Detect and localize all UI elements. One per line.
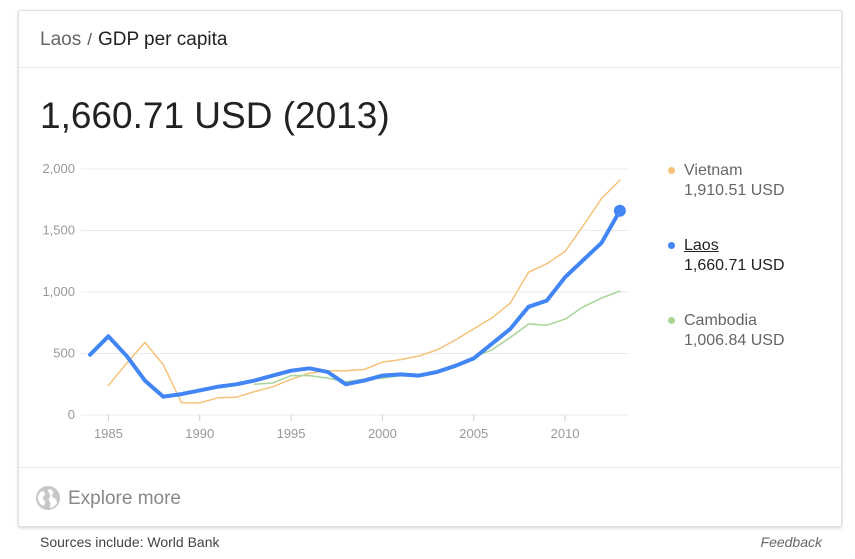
laos-end-point — [613, 204, 626, 217]
knowledge-card: Laos / GDP per capita 1,660.71 USD (2013) … — [18, 10, 842, 527]
legend-name: Vietnam — [684, 162, 743, 179]
breadcrumb-country[interactable]: Laos — [40, 29, 82, 50]
y-tick-label: 500 — [53, 346, 75, 361]
legend-item-laos[interactable]: Laos 1,660.71 USD — [668, 236, 785, 311]
main-value: 1,660.71 USD (2013) — [40, 95, 390, 136]
x-tick-label: 2005 — [459, 426, 488, 441]
legend-name: Cambodia — [684, 312, 757, 329]
line-chart[interactable]: 0 500 1,000 1,500 2,000 1985 1990 1995 2000 2005 2… — [19, 11, 659, 451]
legend-value: 1,006.84 USD — [684, 332, 785, 349]
legend-item-vietnam[interactable]: Vietnam 1,910.51 USD — [668, 161, 785, 236]
legend-item-cambodia[interactable]: Cambodia 1,006.84 USD — [668, 311, 785, 386]
globe-icon — [36, 486, 60, 510]
sources-text: Sources include: World Bank — [40, 534, 220, 550]
chart-legend: Vietnam 1,910.51 USD Laos 1,660.71 USD C… — [668, 161, 785, 386]
explore-more-link[interactable]: Explore more — [19, 467, 841, 528]
x-tick-label: 2000 — [368, 426, 397, 441]
explore-more-label: Explore more — [68, 488, 181, 509]
breadcrumb-indicator: GDP per capita — [97, 29, 228, 50]
y-tick-label: 1,000 — [42, 284, 75, 299]
legend-name: Laos — [684, 237, 719, 254]
legend-dot-vietnam — [668, 167, 675, 174]
legend-dot-laos — [668, 242, 675, 249]
card-header: Laos / GDP per capita — [19, 11, 841, 68]
series-line-vietnam — [107, 179, 621, 404]
y-tick-label: 0 — [68, 407, 75, 422]
y-tick-label: 1,500 — [42, 223, 75, 238]
feedback-link[interactable]: Feedback — [760, 534, 822, 550]
legend-value: 1,910.51 USD — [684, 182, 785, 199]
series-line-laos — [88, 208, 622, 399]
x-tick-label: 1990 — [185, 426, 214, 441]
x-tick-label: 1985 — [94, 426, 123, 441]
breadcrumb-separator: / — [87, 30, 92, 49]
breadcrumb: Laos / GDP per capita — [40, 29, 228, 51]
x-tick-label: 1995 — [277, 426, 306, 441]
legend-dot-cambodia — [668, 317, 675, 324]
y-tick-label: 2,000 — [42, 161, 75, 176]
legend-value: 1,660.71 USD — [684, 257, 785, 274]
x-tick-label: 2010 — [551, 426, 580, 441]
